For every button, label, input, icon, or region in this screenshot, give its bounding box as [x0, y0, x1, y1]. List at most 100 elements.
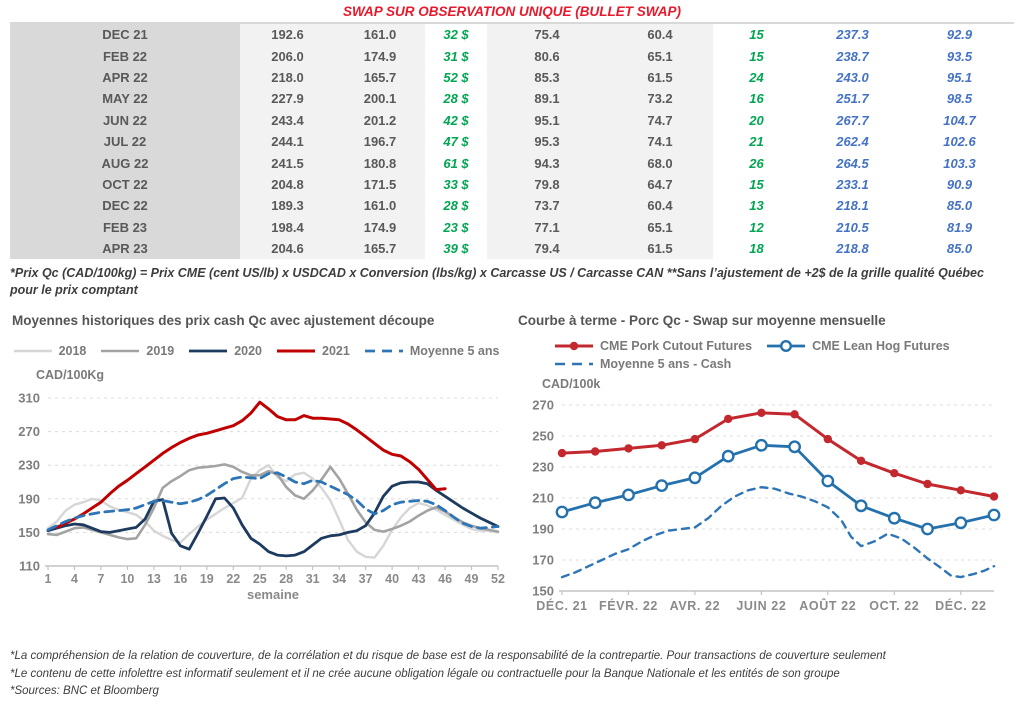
count-cell: 15	[713, 173, 800, 196]
legend-label: 2021	[322, 344, 350, 359]
svg-text:52: 52	[491, 572, 505, 586]
table-row: APR 23 204.6 165.7 39 $79.4 61.5 18 218.8 85.0	[10, 237, 1014, 260]
prix-qc-swap-cell: 227.9	[240, 88, 335, 110]
month-cell: FEB 22	[10, 45, 240, 67]
prix-us-swap-cell: 95.3	[487, 130, 607, 153]
legend-label: 2019	[146, 344, 175, 359]
gain-cell: 28 $	[425, 88, 487, 110]
prix-qc-cash-cell: 171.5	[335, 173, 425, 196]
forward-qc-cell: 238.7	[800, 45, 905, 67]
legend-label: 2018	[58, 344, 87, 359]
forward-qc-cell: 243.0	[800, 66, 905, 89]
count-cell: 26	[713, 152, 800, 174]
count-cell: 13	[713, 195, 800, 217]
month-cell: JUN 22	[10, 109, 240, 131]
legend-label: CME Lean Hog Futures	[812, 339, 950, 354]
svg-text:46: 46	[438, 572, 452, 586]
table-row: DEC 22 189.3 161.0 28 $73.7 60.4 13 218.1 85.0	[10, 195, 1014, 217]
forward-us-cell: 90.9	[905, 173, 1014, 196]
forward-qc-cell: 264.5	[800, 152, 905, 174]
forward-us-cell: 93.5	[905, 45, 1014, 67]
prix-qc-cash-cell: 196.7	[335, 130, 425, 153]
prix-qc-swap-cell: 244.1	[240, 130, 335, 153]
prix-us-swap-cell: 79.8	[487, 173, 607, 196]
forward-us-cell: 102.6	[905, 130, 1014, 153]
prix-us-swap-cell: 80.6	[487, 45, 607, 67]
gain-cell: 42 $	[425, 109, 487, 131]
table-row: FEB 23 198.4 174.9 23 $77.1 65.1 12 210.5 81.9	[10, 216, 1014, 238]
month-cell: JUL 22	[10, 130, 240, 153]
forward-qc-cell: 262.4	[800, 130, 905, 153]
historical-chart-title: Moyennes historiques des prix cash Qc av…	[12, 313, 435, 329]
count-cell: 15	[713, 45, 800, 67]
forward-qc-cell: 218.1	[800, 195, 905, 217]
disclaimer-line: *Le contenu de cette infolettre est info…	[10, 667, 840, 680]
forward-curve-chart-y-unit: CAD/100k	[542, 377, 601, 392]
legend-item-2019: 2019	[100, 344, 174, 358]
svg-text:110: 110	[19, 559, 40, 574]
month-cell: MAY 22	[10, 88, 240, 110]
svg-text:1: 1	[45, 572, 52, 586]
svg-text:150: 150	[18, 525, 40, 540]
forward-qc-cell: 251.7	[800, 88, 905, 110]
count-cell: 16	[713, 88, 800, 110]
month-cell: DEC 21	[10, 23, 240, 46]
gain-cell: 39 $	[425, 237, 487, 260]
legend-line-swatch-icon	[189, 349, 228, 353]
prix-us-cash-cell: 65.1	[607, 216, 713, 238]
prix-us-swap-cell: 77.1	[487, 216, 607, 238]
prix-qc-swap-cell: 189.3	[240, 195, 335, 217]
month-cell: OCT 22	[10, 173, 240, 196]
prix-us-cash-cell: 73.2	[607, 88, 713, 110]
forward-us-cell: 85.0	[905, 237, 1014, 260]
table-row: AUG 22 241.5 180.8 61 $94.3 68.0 26 264.5 103.3	[10, 152, 1014, 174]
svg-text:25: 25	[253, 572, 267, 586]
disclaimer-footer: *La compréhension de la relation de couv…	[10, 648, 1014, 700]
gain-cell: 32 $	[425, 23, 487, 46]
table-row: MAY 22 227.9 200.1 28 $89.1 73.2 16 251.7 98.5	[10, 88, 1014, 110]
charts-row: Moyennes historiques des prix cash Qc av…	[10, 313, 1014, 632]
swap-table-body: DEC 21 192.6 161.0 32 $75.4 60.4 15 237.3 92.9 F…	[10, 23, 1014, 260]
prix-us-swap-cell: 95.1	[487, 109, 607, 131]
forward-qc-cell: 267.7	[800, 109, 905, 131]
legend-item-moyenne-5-ans-cash: Moyenne 5 ans - Cash	[554, 357, 731, 371]
prix-us-swap-cell: 85.3	[487, 66, 607, 89]
prix-us-cash-cell: 61.5	[607, 237, 713, 260]
svg-text:10: 10	[120, 572, 134, 586]
svg-text:230: 230	[18, 458, 40, 473]
prix-us-swap-cell: 79.4	[487, 237, 607, 260]
prix-qc-cash-cell: 161.0	[335, 195, 425, 217]
prix-us-swap-cell: 73.7	[487, 195, 607, 217]
month-cell: DEC 22	[10, 195, 240, 217]
forward-curve-chart: 150 170 190 210 230 250 270 DÉC. 21 FÉVR. 22 AVR.…	[532, 398, 1001, 613]
prix-us-swap-cell: 89.1	[487, 88, 607, 110]
prix-qc-cash-cell: 174.9	[335, 216, 425, 238]
legend-item-2020: 2020	[188, 344, 262, 358]
svg-text:DÉC. 22: DÉC. 22	[935, 598, 986, 613]
prix-us-cash-cell: 68.0	[607, 152, 713, 174]
svg-text:22: 22	[226, 572, 240, 586]
prix-us-swap-cell: 94.3	[487, 152, 607, 174]
forward-curve-chart-legend: CME Pork Cutout Futures CME Lean Hog Futu…	[554, 339, 1024, 371]
gain-cell: 47 $	[425, 130, 487, 153]
forward-qc-cell: 210.5	[800, 216, 905, 238]
svg-text:31: 31	[306, 572, 320, 586]
count-cell: 18	[713, 237, 800, 260]
svg-text:FÉVR. 22: FÉVR. 22	[599, 598, 658, 613]
month-cell: APR 23	[10, 237, 240, 260]
svg-text:16: 16	[173, 572, 187, 586]
legend-line-swatch-icon	[277, 349, 315, 353]
forward-us-cell: 95.1	[905, 66, 1014, 89]
count-cell: 24	[713, 66, 800, 89]
prix-qc-cash-cell: 201.2	[335, 109, 425, 131]
svg-text:190: 190	[18, 492, 40, 507]
prix-us-cash-cell: 74.1	[607, 130, 713, 153]
forward-us-cell: 85.0	[905, 195, 1014, 217]
svg-text:19: 19	[200, 572, 214, 586]
table-row: JUL 22 244.1 196.7 47 $95.3 74.1 21 262.4 102.6	[10, 130, 1014, 153]
document-title: SWAP SUR OBSERVATION UNIQUE (BULLET SWAP…	[342, 4, 681, 19]
table-row: JUN 22 243.4 201.2 42 $95.1 74.7 20 267.7 104.7	[10, 109, 1014, 131]
svg-text:AVR. 22: AVR. 22	[670, 599, 721, 613]
svg-text:4: 4	[71, 572, 78, 586]
